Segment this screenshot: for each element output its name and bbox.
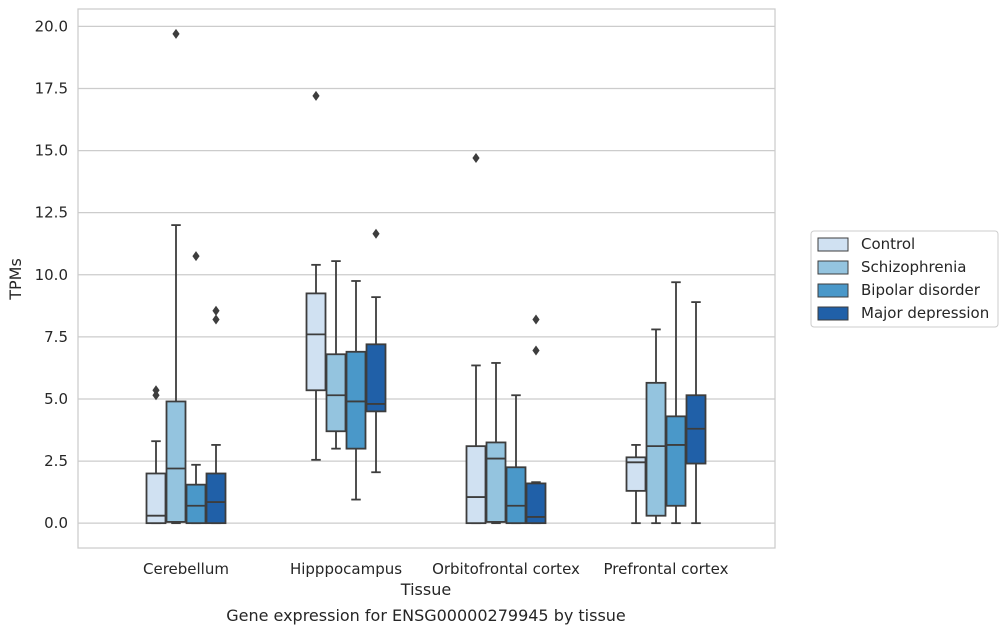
box-0-0 xyxy=(145,385,167,525)
legend-label: Bipolar disorder xyxy=(861,281,981,299)
y-axis-label: TPMs xyxy=(6,258,25,301)
box-1-1 xyxy=(325,260,347,450)
outlier-point xyxy=(152,385,160,396)
legend-swatch xyxy=(817,306,849,321)
box-0-1 xyxy=(305,90,327,461)
y-tick-label: 15.0 xyxy=(35,142,68,160)
legend-label: Major depression xyxy=(861,304,989,322)
x-tick-label: Prefrontal cortex xyxy=(604,560,729,578)
box-0-3 xyxy=(625,444,647,525)
outlier-point xyxy=(312,90,320,101)
box-iqr xyxy=(345,350,367,450)
box-iqr xyxy=(525,482,547,525)
box-2-1 xyxy=(345,280,367,501)
legend-swatch xyxy=(817,283,849,298)
y-gridlines xyxy=(78,25,775,524)
box-iqr xyxy=(505,466,527,525)
box-iqr xyxy=(645,381,667,517)
box-2-3 xyxy=(665,281,687,525)
box-iqr xyxy=(365,343,387,413)
box-iqr xyxy=(665,415,687,507)
legend-item: Schizophrenia xyxy=(817,258,966,276)
y-tick-label: 2.5 xyxy=(44,452,68,470)
y-tick-label: 0.0 xyxy=(44,514,68,532)
box-0-2 xyxy=(465,153,487,525)
legend: Control Schizophrenia Bipolar disorder Majo… xyxy=(810,230,999,328)
legend-frame xyxy=(810,230,999,328)
legend-swatch xyxy=(817,237,849,252)
y-tick-label: 10.0 xyxy=(35,266,68,284)
box-iqr xyxy=(465,445,487,525)
y-tick-label: 7.5 xyxy=(44,328,68,346)
outlier-point xyxy=(172,28,180,39)
outlier-point xyxy=(192,251,200,262)
box-iqr xyxy=(485,441,507,523)
x-tick-labels: Cerebellum Hipppocampus Orbitofrontal cort… xyxy=(143,560,729,578)
box-3-1 xyxy=(365,228,387,474)
box-iqr xyxy=(205,472,227,525)
box-iqr xyxy=(165,400,187,523)
x-axis-label: Tissue xyxy=(400,580,451,599)
outlier-point xyxy=(372,228,380,239)
box-3-2 xyxy=(525,314,547,525)
y-tick-label: 5.0 xyxy=(44,390,68,408)
box-iqr xyxy=(185,483,207,525)
box-2-2 xyxy=(505,394,527,525)
box-1-3 xyxy=(645,328,667,525)
x-tick-label: Cerebellum xyxy=(143,560,229,578)
outlier-point xyxy=(532,314,540,325)
box-3-3 xyxy=(685,301,707,525)
y-tick-label: 20.0 xyxy=(35,17,68,35)
y-tick-label: 17.5 xyxy=(35,79,68,97)
box-iqr xyxy=(625,456,647,492)
y-tick-label: 12.5 xyxy=(35,204,68,222)
legend-item: Major depression xyxy=(817,304,989,322)
legend-item: Bipolar disorder xyxy=(817,281,981,299)
box-2-0 xyxy=(185,251,207,525)
legend-item: Control xyxy=(817,235,915,253)
box-iqr xyxy=(305,292,327,392)
box-1-0 xyxy=(165,28,187,525)
chart-caption: Gene expression for ENSG00000279945 by t… xyxy=(226,606,626,625)
outlier-point xyxy=(212,314,220,325)
x-tick-label: Orbitofrontal cortex xyxy=(432,560,580,578)
box-3-0 xyxy=(205,305,227,525)
outlier-point xyxy=(472,153,480,164)
outlier-point xyxy=(212,305,220,316)
legend-swatch xyxy=(817,260,849,275)
y-tick-labels: 0.0 2.5 5.0 7.5 10.0 12.5 15.0 17.5 20.0 xyxy=(35,17,68,532)
legend-label: Control xyxy=(861,235,915,253)
box-iqr xyxy=(325,353,347,433)
box-layer xyxy=(145,28,707,525)
legend-label: Schizophrenia xyxy=(861,258,966,276)
box-iqr xyxy=(145,472,167,525)
box-1-2 xyxy=(485,362,507,525)
outlier-point xyxy=(532,345,540,356)
x-tick-label: Hipppocampus xyxy=(290,560,402,578)
plot-area-border xyxy=(77,8,776,549)
